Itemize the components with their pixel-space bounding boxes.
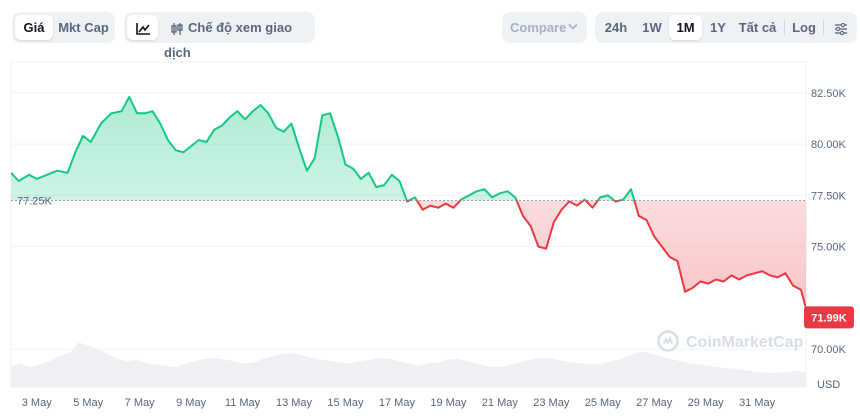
x-tick-label: 3 May [22, 397, 52, 409]
candle-icon [171, 22, 183, 35]
y-tick-label: 70.00K [811, 344, 847, 356]
range-all-button[interactable]: Tất cả [738, 20, 777, 35]
price-chart[interactable]: CoinMarketCap 77.25K 82.50K 80.00K 77.50K 7… [0, 56, 860, 419]
price-tab[interactable]: Giá [15, 15, 53, 40]
compare-label: Compare [510, 20, 567, 35]
x-tick-label: 31 May [739, 397, 776, 409]
time-range-toggle: 24h 1W 1M 1Y Tất cả Log [595, 12, 857, 43]
current-price-tag: 71.99K [804, 306, 854, 329]
volume-bars [11, 342, 806, 387]
x-tick-label: 23 May [533, 397, 570, 409]
y-tick-label: 80.00K [811, 139, 847, 151]
watermark: CoinMarketCap [657, 330, 804, 352]
x-tick-label: 19 May [430, 397, 467, 409]
loss-area [11, 200, 806, 309]
x-tick-label: 9 May [176, 397, 206, 409]
chevron-down-icon [568, 23, 578, 30]
range-24h-button[interactable]: 24h [604, 20, 628, 35]
x-tick-label: 21 May [482, 397, 519, 409]
mktcap-tab[interactable]: Mkt Cap [58, 20, 109, 35]
current-price-label: 71.99K [811, 312, 847, 324]
line-chart-icon [135, 22, 150, 35]
settings-icon [834, 22, 847, 35]
gain-area [11, 96, 635, 201]
range-1w-button[interactable]: 1W [642, 20, 662, 35]
volume-area [11, 342, 806, 387]
chart-toolbar: Giá Mkt Cap Chế độ xem giao dịch Compare… [0, 0, 860, 60]
price-line [11, 95, 806, 309]
x-tick-label: 7 May [125, 397, 155, 409]
log-scale-button[interactable]: Log [792, 20, 816, 35]
x-tick-label: 5 May [73, 397, 103, 409]
range-1y-button[interactable]: 1Y [710, 20, 726, 35]
x-tick-label: 25 May [585, 397, 622, 409]
watermark-text: CoinMarketCap [686, 334, 804, 351]
y-tick-label: 77.50K [811, 190, 847, 202]
price-area-fills [11, 96, 806, 309]
trading-view-button[interactable]: Chế độ xem giao dịch [164, 15, 312, 60]
price-line-down [405, 200, 806, 309]
toolbar-divider [823, 20, 824, 35]
y-tick-label: 75.00K [811, 242, 847, 254]
view-mode-toggle: Chế độ xem giao dịch [124, 12, 315, 60]
x-tick-label: 13 May [276, 397, 313, 409]
metric-toggle: Giá Mkt Cap [12, 12, 115, 43]
compare-dropdown[interactable]: Compare [502, 12, 587, 43]
toolbar-divider [784, 20, 785, 35]
settings-button[interactable] [827, 15, 854, 40]
price-line-up [11, 95, 636, 201]
current-price-badge [804, 306, 854, 329]
trading-view-label: Chế độ xem giao dịch [164, 20, 293, 60]
x-tick-label: 11 May [225, 397, 261, 409]
y-unit-label: USD [817, 379, 840, 391]
range-1m-button[interactable]: 1M [669, 15, 702, 40]
line-chart-button[interactable] [127, 15, 158, 40]
x-tick-label: 17 May [379, 397, 416, 409]
x-tick-label: 15 May [327, 397, 364, 409]
baseline-label: 77.25K [17, 196, 53, 208]
y-axis: 82.50K 80.00K 77.50K 75.00K 70.00K [811, 88, 847, 356]
x-axis: 3 May 5 May 7 May 9 May 11 May 13 May 15 May 17… [22, 397, 776, 409]
y-tick-label: 82.50K [811, 88, 847, 100]
x-tick-label: 27 May [636, 397, 673, 409]
x-tick-label: 29 May [688, 397, 725, 409]
coinmarketcap-logo-icon [657, 330, 679, 352]
